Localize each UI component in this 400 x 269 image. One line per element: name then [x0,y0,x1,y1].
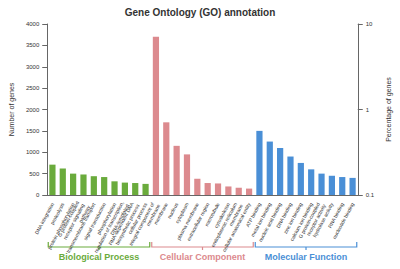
svg-text:regulation of transcription,: regulation of transcription, [92,200,125,254]
svg-text:0: 0 [36,192,40,198]
svg-text:transmembrane transport: transmembrane transport [64,201,97,254]
svg-text:phosphorylation: phosphorylation [95,201,118,236]
svg-text:Number of genes: Number of genes [8,82,16,136]
svg-text:4000: 4000 [26,21,40,27]
svg-text:1500: 1500 [26,128,40,134]
svg-text:1: 1 [366,107,370,113]
svg-text:nucleus: nucleus [165,201,180,220]
svg-text:1000: 1000 [26,149,40,155]
svg-text:endoplasmic reticulum: endoplasmic reticulum [209,200,239,248]
svg-text:nucleotide binding: nucleotide binding [331,201,355,240]
svg-text:500: 500 [29,171,40,177]
svg-text:zinc ion binding: zinc ion binding [282,201,304,235]
svg-text:hydrolase activity: hydrolase activity [311,201,335,239]
svg-text:membrane: membrane [152,201,169,225]
svg-text:plasma membrane: plasma membrane [175,201,200,241]
svg-text:G protein-coupled: G protein-coupled [297,200,322,240]
svg-text:receptor activity: receptor activity [305,203,327,237]
svg-text:cellular process: cellular process [126,201,149,235]
svg-text:signal transduction: signal transduction [82,201,107,242]
svg-text:integral component of: integral component of [127,200,156,247]
svg-text:G protein-coupled: G protein-coupled [56,198,81,238]
svg-text:membrane: membrane [227,203,244,227]
svg-text:DNA integration: DNA integration [33,201,56,236]
svg-text:cellular anatomical entity: cellular anatomical entity [220,201,252,253]
svg-text:nucleic acid binding: nucleic acid binding [257,201,283,243]
svg-text:calcium ion binding: calcium ion binding [288,201,314,242]
svg-text:biosynthetic process: biosynthetic process [114,203,141,246]
svg-text:cytoskeleton: cytoskeleton [212,201,231,229]
svg-text:Biological Process: Biological Process [59,252,140,262]
svg-text:Percentage of genes: Percentage of genes [385,77,393,142]
svg-text:RNA binding: RNA binding [326,201,345,229]
svg-text:microtubule: microtubule [203,201,221,228]
svg-text:3500: 3500 [26,42,40,48]
svg-text:0.1: 0.1 [366,192,375,198]
svg-text:Cellular Component: Cellular Component [160,252,246,262]
svg-text:3000: 3000 [26,64,40,70]
svg-text:10: 10 [366,21,373,27]
svg-text:proteolysis: proteolysis [48,201,66,226]
svg-text:Gene Ontology (GO) annotation: Gene Ontology (GO) annotation [125,7,276,18]
svg-text:Molecular Function: Molecular Function [265,252,348,262]
svg-text:ATP binding: ATP binding [244,201,263,228]
svg-text:cytoplasm: cytoplasm [173,201,190,225]
svg-text:RNA-dependent DNA: RNA-dependent DNA [107,200,136,247]
svg-text:DNA binding: DNA binding [274,201,294,229]
svg-text:2000: 2000 [26,107,40,113]
svg-text:receptor signaling: receptor signaling [61,201,87,241]
svg-text:2500: 2500 [26,85,40,91]
svg-text:extracellular region: extracellular region [185,201,211,242]
svg-text:metal ion binding: metal ion binding [249,201,273,238]
